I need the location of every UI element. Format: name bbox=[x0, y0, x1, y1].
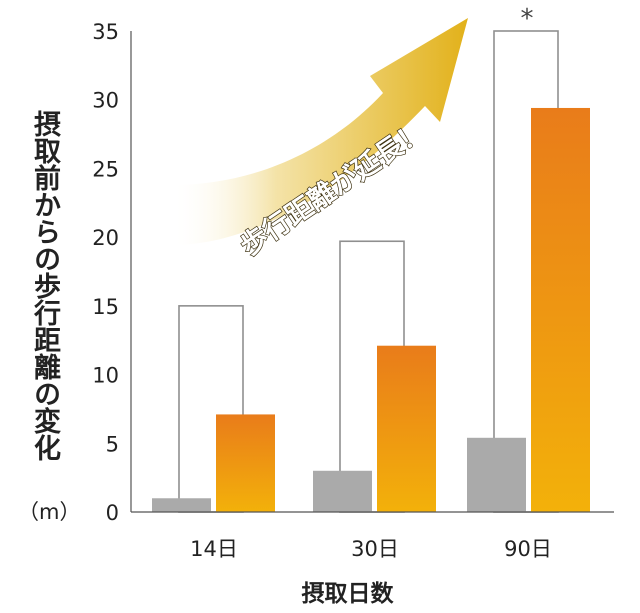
y-tick-label: 20 bbox=[92, 226, 119, 250]
y-tick-label: 35 bbox=[92, 20, 119, 44]
y-tick-label: 15 bbox=[92, 295, 119, 319]
y-axis-unit: （m） bbox=[18, 500, 81, 524]
orange-bar bbox=[531, 107, 590, 513]
gray-bar bbox=[313, 470, 372, 512]
y-tick-label: 25 bbox=[92, 157, 119, 181]
y-tick-label: 5 bbox=[106, 432, 119, 456]
y-tick-label: 30 bbox=[92, 89, 119, 113]
x-axis-label: 摂取日数 bbox=[301, 581, 394, 607]
y-tick-label: 0 bbox=[106, 501, 119, 525]
x-axis-ticks: 14日 30日 90日 bbox=[190, 537, 552, 561]
y-axis-ticks: 0 5 10 15 20 25 30 35 bbox=[92, 20, 119, 525]
bars: * bbox=[152, 4, 590, 513]
trend-arrow: 歩行距離が延長！ bbox=[172, 18, 468, 263]
y-axis-label: 摂取前からの歩行距離の変化 bbox=[29, 110, 60, 461]
orange-bar bbox=[377, 345, 436, 512]
x-tick-label: 30日 bbox=[351, 537, 399, 561]
y-tick-label: 10 bbox=[92, 364, 119, 388]
significance-mark: * bbox=[521, 4, 534, 34]
gray-bar bbox=[467, 437, 526, 512]
x-tick-label: 90日 bbox=[504, 537, 552, 561]
orange-bar bbox=[216, 414, 275, 512]
gray-bar bbox=[152, 498, 211, 512]
x-tick-label: 14日 bbox=[190, 537, 238, 561]
